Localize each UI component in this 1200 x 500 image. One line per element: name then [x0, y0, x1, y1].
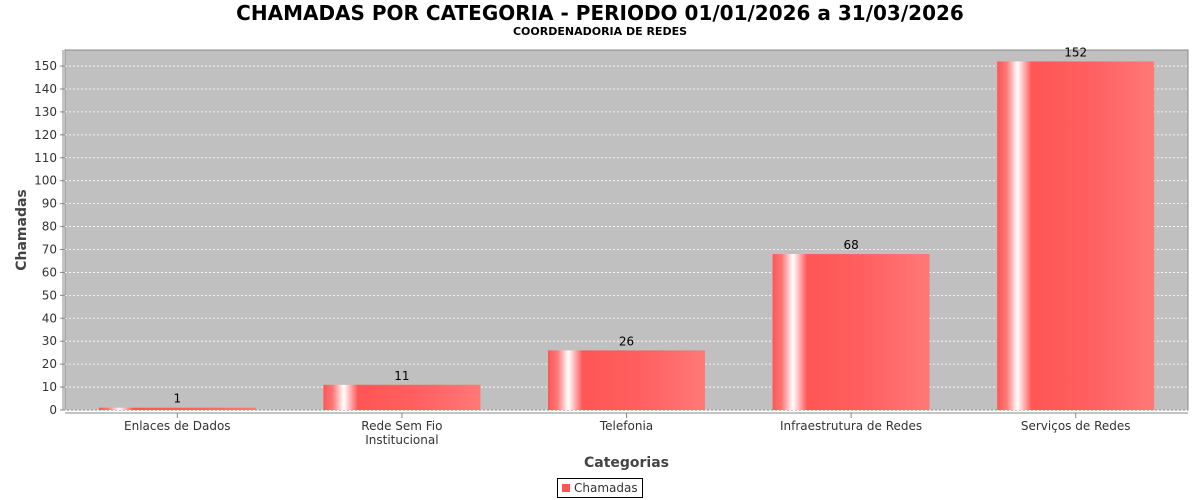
x-tick-label: Enlaces de Dados: [124, 419, 231, 433]
bar: [772, 254, 930, 410]
bar: [548, 350, 705, 410]
chart-subtitle: COORDENADORIA DE REDES: [512, 25, 688, 38]
y-tick-label: 30: [42, 334, 57, 348]
x-axis-title: Categorias: [584, 455, 669, 471]
y-tick-label: 40: [42, 311, 57, 325]
data-label: 152: [1064, 45, 1087, 59]
data-label: 11: [394, 369, 409, 383]
bar: [98, 407, 256, 410]
legend-swatch: [562, 484, 570, 492]
data-label: 1: [173, 392, 181, 406]
x-tick-label: Telefonia: [599, 419, 653, 433]
y-tick-label: 110: [34, 151, 57, 165]
bar: [997, 61, 1155, 411]
data-label: 68: [843, 238, 858, 252]
legend: Chamadas: [557, 478, 643, 498]
x-tick-label: Infraestrutura de Redes: [780, 419, 922, 433]
y-tick-label: 120: [34, 128, 57, 142]
y-tick-label: 10: [42, 380, 57, 394]
y-axis-title: Chamadas: [14, 189, 30, 271]
bar: [323, 384, 481, 410]
x-tick-label: Serviços de Redes: [1021, 419, 1131, 433]
y-tick-label: 90: [42, 197, 57, 211]
y-tick-label: 50: [42, 288, 57, 302]
y-tick-label: 150: [34, 59, 57, 73]
data-label: 26: [619, 334, 634, 348]
y-tick-label: 100: [34, 174, 57, 188]
y-tick-label: 70: [42, 242, 57, 256]
y-tick-label: 0: [49, 403, 57, 417]
legend-label: Chamadas: [574, 481, 638, 495]
y-tick-label: 60: [42, 265, 57, 279]
y-tick-label: 80: [42, 220, 57, 234]
chart-title: CHAMADAS POR CATEGORIA - PERIODO 01/01/2…: [236, 1, 964, 25]
y-tick-label: 140: [34, 82, 57, 96]
y-tick-label: 20: [42, 357, 57, 371]
y-tick-label: 130: [34, 105, 57, 119]
x-tick-label: Institucional: [365, 433, 438, 447]
x-tick-label: Rede Sem Fio: [361, 419, 442, 433]
